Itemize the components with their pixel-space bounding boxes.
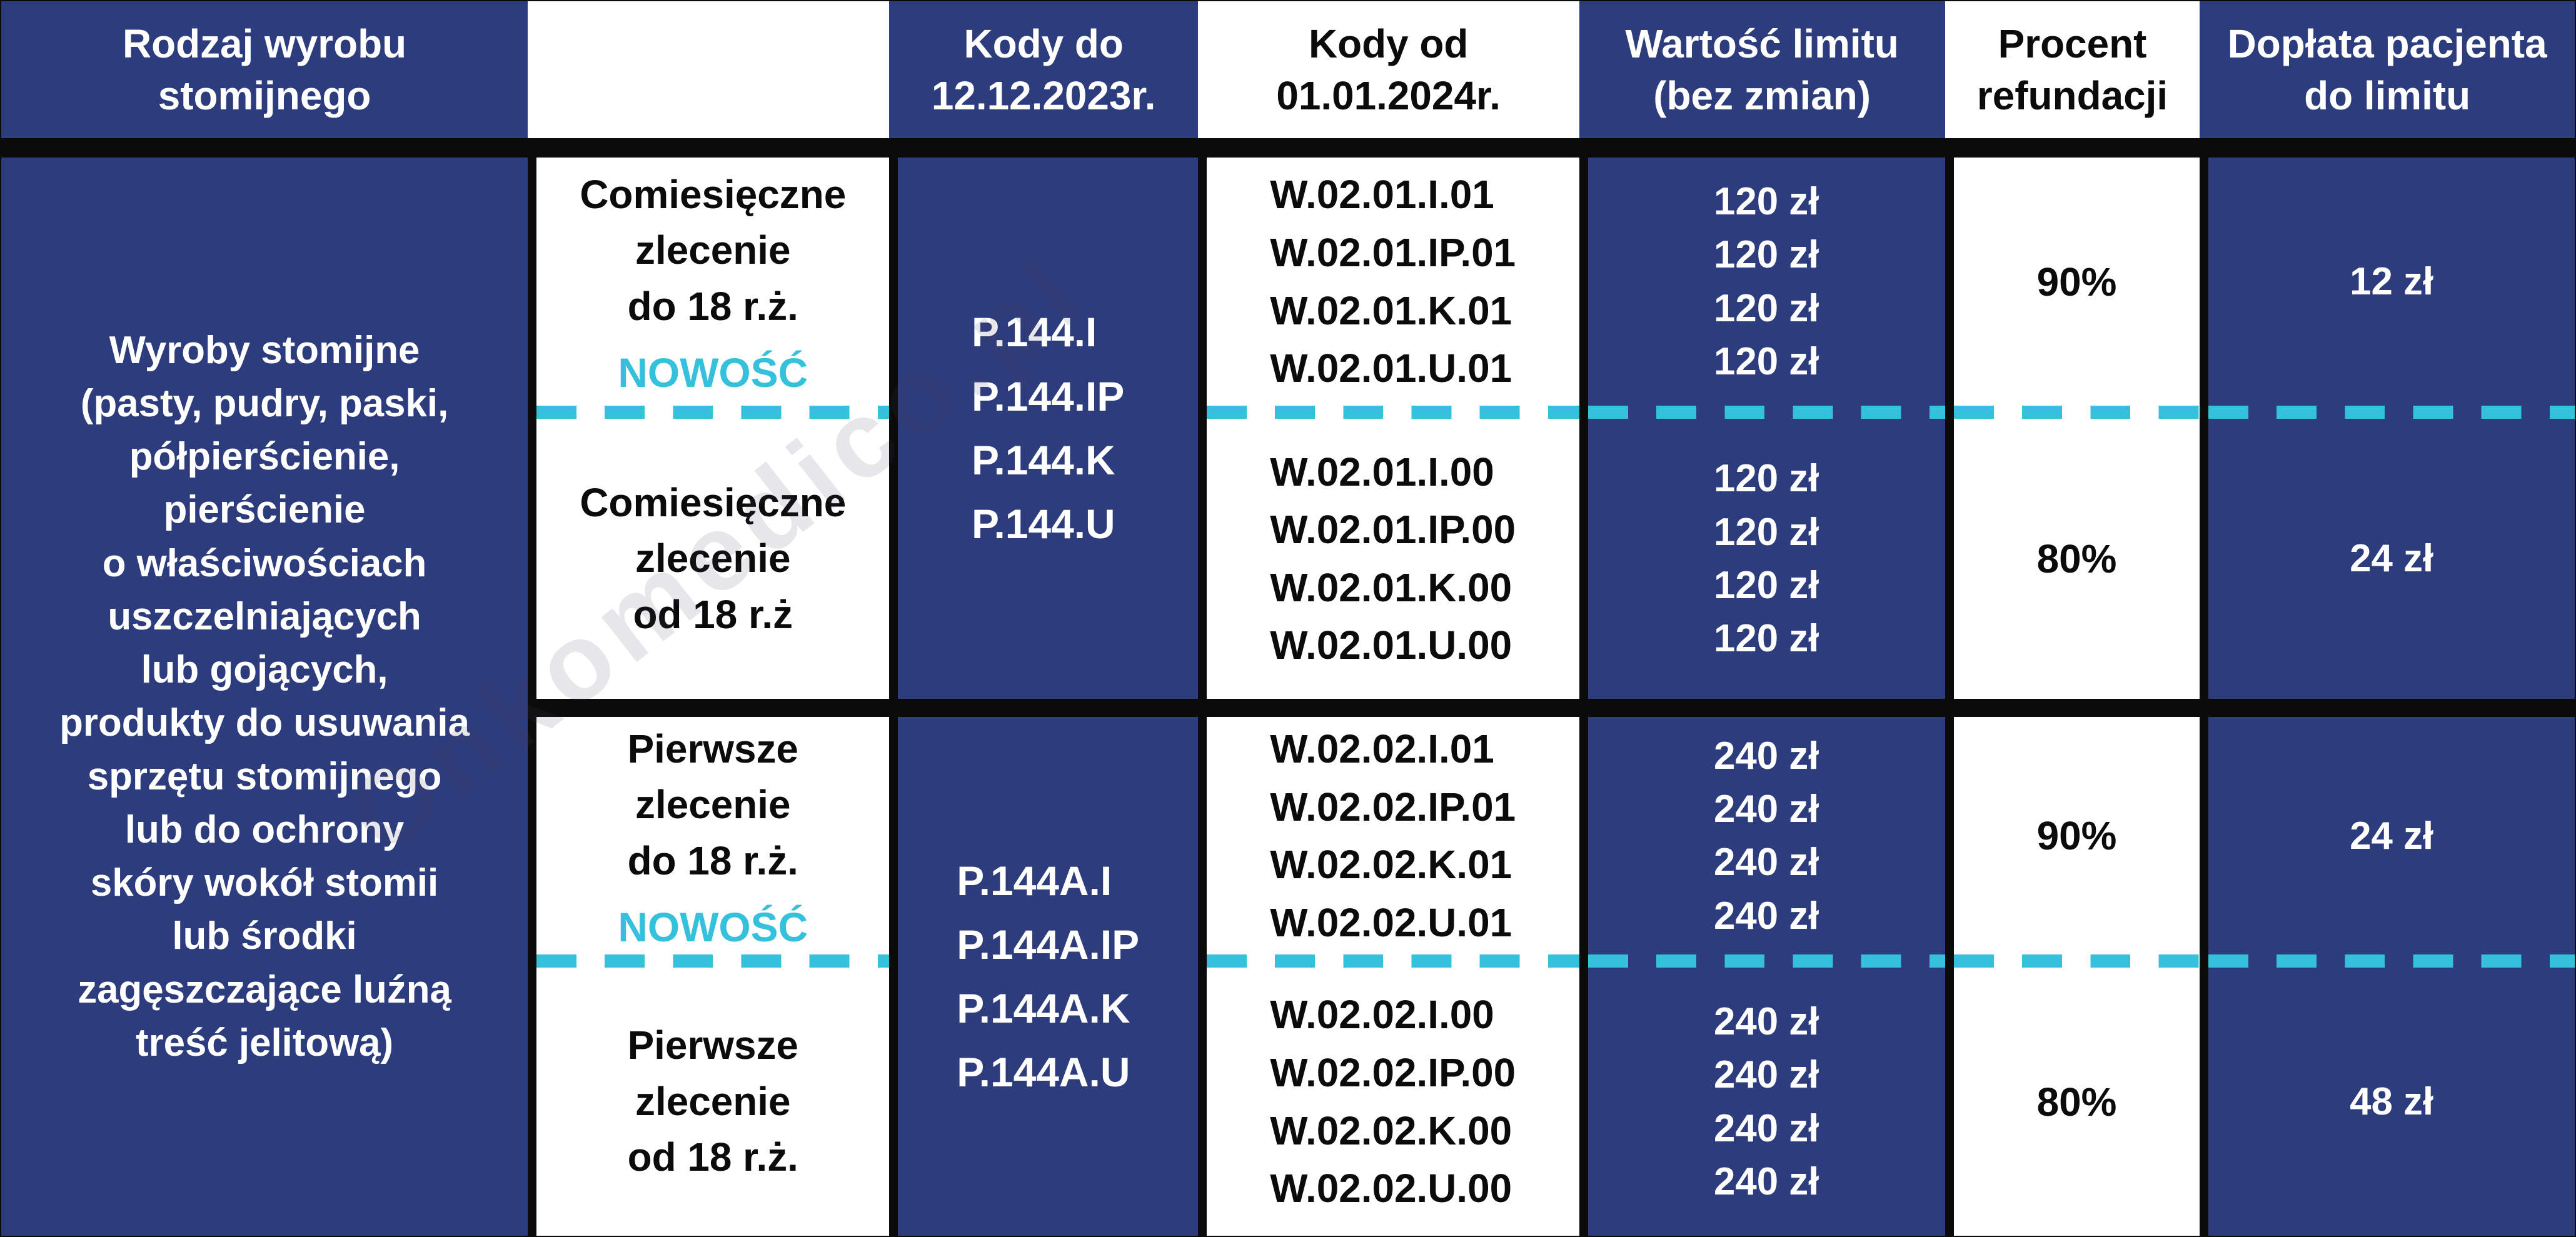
header-product-type: Rodzaj wyrobu stomijnego <box>1 1 528 139</box>
old-codes-cell: P.144A.I P.144A.IP P.144A.K P.144A.U <box>889 717 1198 1236</box>
order-type-cell: Pierwsze zlecenie od 18 r.ż. <box>536 968 889 1236</box>
order-type-label: Comiesięczne zlecenie do 18 r.ż. <box>580 172 847 329</box>
dashed-separator <box>2208 954 2575 968</box>
order-type-label: Pierwsze zlecenie do 18 r.ż. <box>627 726 798 883</box>
new-badge: NOWOŚĆ <box>618 349 808 396</box>
limit-column-bottom: 240 zł 240 zł 240 zł 240 zł 240 zł 240 z… <box>1579 717 1945 1236</box>
order-type-label: Pierwsze zlecenie od 18 r.ż. <box>627 1023 798 1180</box>
new-codes-cell: W.02.02.I.01 W.02.02.IP.01 W.02.02.K.01 … <box>1270 726 1516 945</box>
new-codes-cell: W.02.02.I.00 W.02.02.IP.00 W.02.02.K.00 … <box>1270 992 1516 1211</box>
header-patient-payment: Dopłata pacjenta do limitu <box>2200 1 2575 139</box>
new-codes-column-top: W.02.01.I.01 W.02.01.IP.01 W.02.01.K.01 … <box>1197 157 1579 699</box>
dashed-separator <box>536 406 890 419</box>
half-divider <box>528 698 2575 718</box>
dashed-separator <box>1587 406 1945 419</box>
order-type-column-bottom: Pierwsze zlecenie do 18 r.ż. NOWOŚĆ Pier… <box>528 717 890 1236</box>
dashed-separator <box>1953 406 2200 419</box>
refund-percent-cell: 90% <box>2036 813 2117 859</box>
limit-values-cell: 120 zł 120 zł 120 zł 120 zł <box>1713 457 1819 661</box>
payment-column-bottom: 24 zł 48 zł <box>2200 717 2575 1236</box>
new-codes-cell: W.02.01.I.00 W.02.01.IP.00 W.02.01.K.00 … <box>1270 449 1516 668</box>
product-description-cell: Wyroby stomijne (pasty, pudry, paski, pó… <box>1 157 528 1236</box>
order-type-cell: Comiesięczne zlecenie od 18 r.ż <box>536 419 889 699</box>
dashed-separator <box>2208 406 2575 419</box>
limit-values-cell: 240 zł 240 zł 240 zł 240 zł <box>1713 734 1819 938</box>
header-refund-percent: Procent refundacji <box>1945 1 2200 139</box>
header-divider <box>1 138 2575 158</box>
refund-percent-cell: 90% <box>2036 259 2117 304</box>
dashed-separator <box>1587 954 1945 968</box>
dashed-separator <box>1953 954 2200 968</box>
header-order-kind <box>528 1 890 139</box>
header-codes-until-2023: Kody do 12.12.2023r. <box>889 1 1198 139</box>
limit-values-cell: 240 zł 240 zł 240 zł 240 zł <box>1713 999 1819 1203</box>
old-codes-cell: P.144.I P.144.IP P.144.K P.144.U <box>889 157 1198 699</box>
dashed-separator <box>1206 406 1579 419</box>
new-codes-cell: W.02.01.I.01 W.02.01.IP.01 W.02.01.K.01 … <box>1270 172 1516 391</box>
new-codes-column-bottom: W.02.02.I.01 W.02.02.IP.01 W.02.02.K.01 … <box>1197 717 1579 1236</box>
refund-column-bottom: 90% 80% <box>1945 717 2200 1236</box>
patient-payment-cell: 12 zł <box>2350 260 2434 303</box>
payment-column-top: 12 zł 24 zł <box>2200 157 2575 699</box>
refund-percent-cell: 80% <box>2036 536 2117 581</box>
order-type-cell: Pierwsze zlecenie do 18 r.ż. NOWOŚĆ <box>536 717 889 954</box>
table-header-row: Rodzaj wyrobu stomijnego Kody do 12.12.2… <box>1 1 2575 139</box>
new-badge: NOWOŚĆ <box>618 903 808 950</box>
limit-values-cell: 120 zł 120 zł 120 zł 120 zł <box>1713 179 1819 383</box>
order-type-label: Comiesięczne zlecenie od 18 r.ż <box>580 479 847 637</box>
table-body: Wyroby stomijne (pasty, pudry, paski, pó… <box>1 157 2575 1236</box>
header-codes-from-2024: Kody od 01.01.2024r. <box>1197 1 1579 139</box>
refund-percent-cell: 80% <box>2036 1079 2117 1124</box>
order-type-cell: Comiesięczne zlecenie do 18 r.ż. NOWOŚĆ <box>536 158 889 406</box>
dashed-separator <box>1206 954 1579 968</box>
dashed-separator <box>536 954 890 968</box>
order-type-column-top: Comiesięczne zlecenie do 18 r.ż. NOWOŚĆ … <box>528 157 890 699</box>
patient-payment-cell: 24 zł <box>2350 814 2434 858</box>
header-limit-value: Wartość limitu (bez zmian) <box>1579 1 1945 139</box>
patient-payment-cell: 24 zł <box>2350 537 2434 581</box>
limit-column-top: 120 zł 120 zł 120 zł 120 zł 120 zł 120 z… <box>1579 157 1945 699</box>
refund-column-top: 90% 80% <box>1945 157 2200 699</box>
patient-payment-cell: 48 zł <box>2350 1080 2434 1124</box>
